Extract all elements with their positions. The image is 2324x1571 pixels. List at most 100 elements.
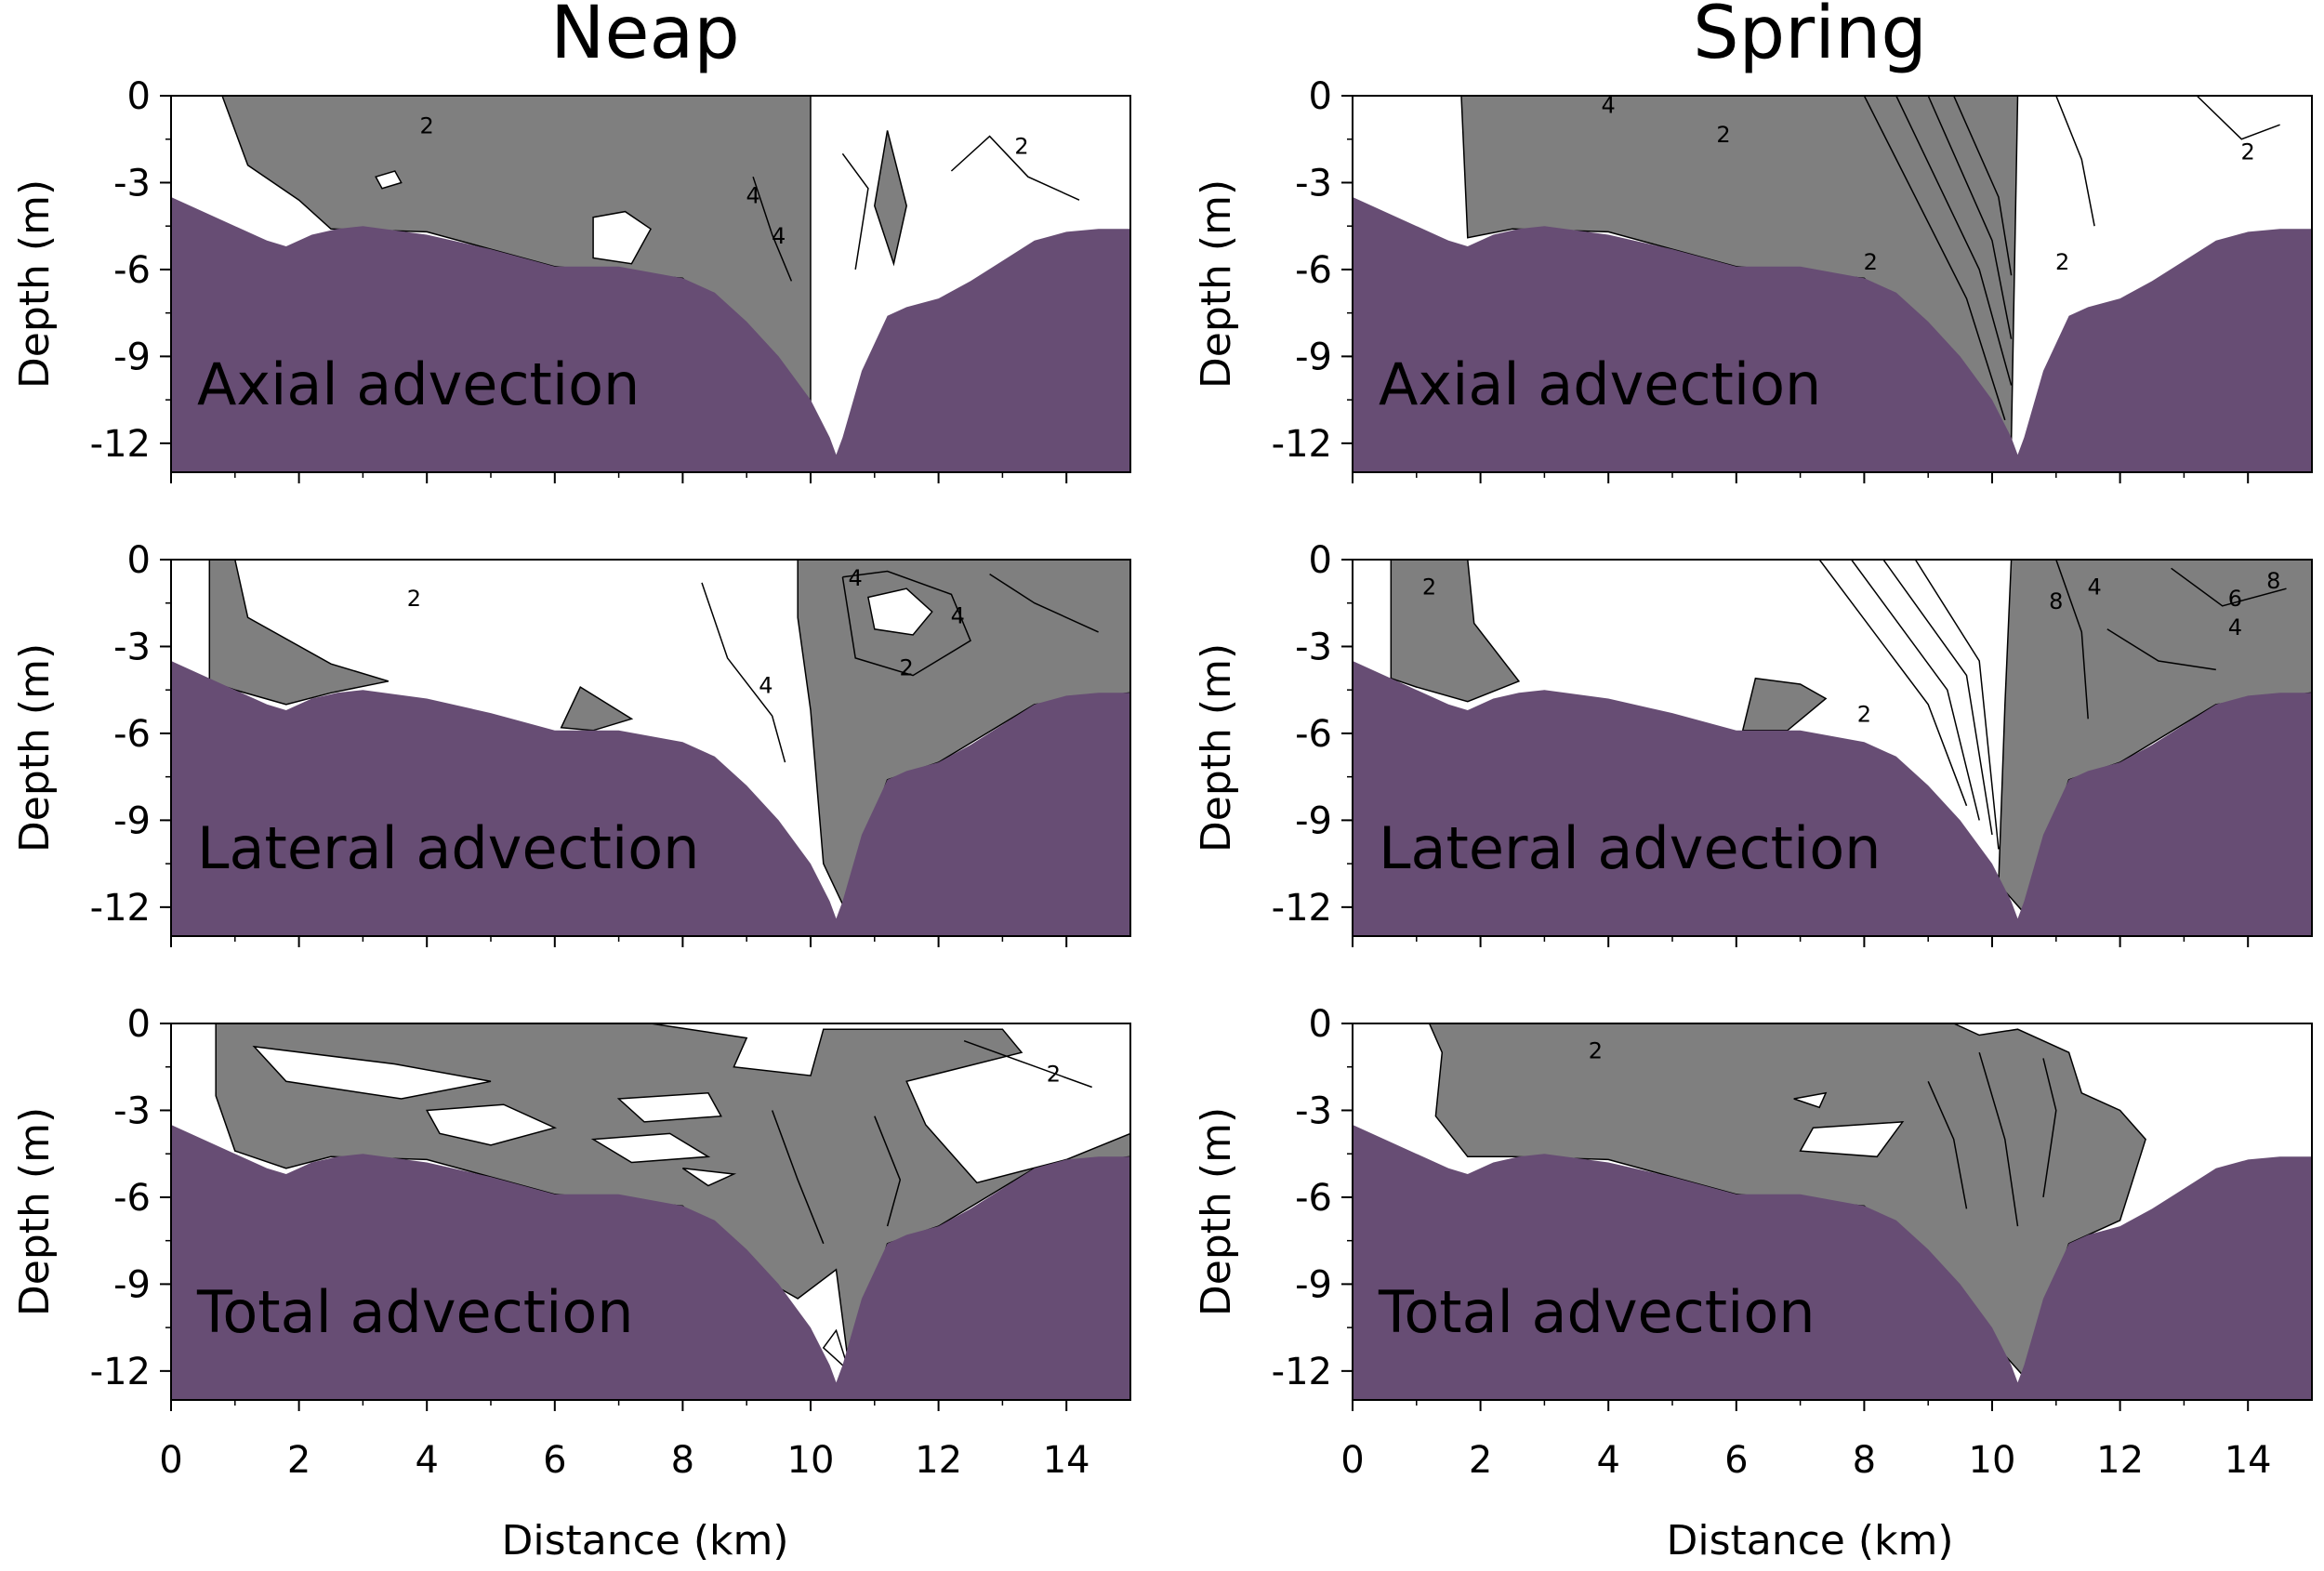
- x-tick-label: 14: [2225, 1439, 2272, 1482]
- contour-label: 4: [2087, 574, 2101, 600]
- y-axis-label: Depth (m): [11, 1107, 59, 1316]
- positive-region: [425, 1103, 558, 1146]
- x-tick-label: 2: [1469, 1439, 1492, 1482]
- positive-region: [375, 170, 403, 190]
- x-tick-label: 10: [787, 1439, 835, 1482]
- contour-line: [771, 1110, 825, 1245]
- contour-line: [2055, 560, 2089, 719]
- x-tick-label: 2: [287, 1439, 310, 1482]
- y-axis-label: Depth (m): [1193, 179, 1240, 389]
- plot-frame: [1352, 559, 2313, 937]
- contour-line: [1895, 96, 2013, 386]
- contour-label: 2: [1014, 133, 1028, 159]
- seabed: [1353, 197, 2312, 472]
- panel-label: Total advection: [1378, 1278, 1816, 1346]
- contour-label: 2: [2055, 249, 2069, 275]
- panel-label: Axial advection: [197, 350, 640, 418]
- contour-label: 4: [2228, 614, 2242, 640]
- x-axis-label-spring: Distance (km): [1666, 1517, 1953, 1564]
- y-tick-label: -3: [1295, 626, 1332, 668]
- contour-line: [1914, 560, 2000, 850]
- y-tick-label: -3: [1295, 1089, 1332, 1132]
- plot-frame: [170, 559, 1131, 937]
- contour-label: 2: [2241, 139, 2255, 165]
- contour-label: 2: [1047, 1061, 1061, 1087]
- positive-region: [252, 1045, 492, 1100]
- contour-line: [1850, 560, 1980, 821]
- x-tick-label: 8: [671, 1439, 694, 1482]
- contour-line: [841, 570, 971, 677]
- y-tick-label: -3: [113, 626, 151, 668]
- contour-label: 4: [772, 223, 786, 249]
- positive-region: [1793, 1091, 1828, 1109]
- plot-frame: [1352, 1023, 2313, 1401]
- contour-label: 2: [1422, 574, 1436, 600]
- y-tick-label: -12: [1272, 1351, 1332, 1393]
- positive-region: [822, 1328, 851, 1374]
- y-tick-label: -9: [113, 1263, 151, 1306]
- x-tick-label: 6: [543, 1439, 566, 1482]
- contour-label: 4: [759, 672, 772, 698]
- column-title-neap: Neap: [550, 0, 740, 75]
- y-tick-label: -12: [90, 1351, 151, 1393]
- y-tick-label: -3: [1295, 162, 1332, 205]
- contour-label: 4: [849, 565, 863, 591]
- x-tick-label: 4: [1596, 1439, 1619, 1482]
- contour-line: [1863, 96, 2006, 421]
- panel-spring-total-advection: 2 0 -3 -6 -9 -12 0 2 4 6 8 10 12 14 Depth (m) Total adv…: [1193, 1003, 2313, 1482]
- y-tick-label: -6: [1295, 713, 1332, 756]
- y-tick-label: -12: [1272, 423, 1332, 466]
- contour-line: [874, 1116, 902, 1227]
- contour-label: 4: [1602, 93, 1616, 119]
- contour-line: [989, 573, 1099, 633]
- panel-neap-total-advection: 2 0 -3 -6 -9 -12 0 2 4 6 8 10 12 14 Depth (m) Total adv…: [11, 1003, 1131, 1482]
- y-tick-label: -6: [1295, 249, 1332, 292]
- y-tick-label: 0: [1309, 539, 1332, 582]
- contour-line: [950, 135, 1080, 201]
- contour-label: 4: [951, 603, 965, 629]
- x-tick-label: 12: [915, 1439, 962, 1482]
- contour-line: [2042, 1058, 2057, 1198]
- y-tick-label: -12: [1272, 887, 1332, 930]
- y-tick-label: 0: [127, 1003, 151, 1046]
- positive-region: [867, 587, 933, 636]
- y-tick-label: -3: [113, 162, 151, 205]
- seabed: [171, 197, 1130, 472]
- x-axis-label-neap: Distance (km): [501, 1517, 788, 1564]
- x-tick-label: 4: [415, 1439, 438, 1482]
- contour-line: [2196, 96, 2280, 140]
- contour-label: 2: [1589, 1037, 1603, 1063]
- positive-region: [681, 1168, 737, 1187]
- contour-line: [701, 582, 786, 763]
- y-tick-label: -9: [1295, 336, 1332, 378]
- y-tick-label: 0: [1309, 75, 1332, 118]
- positive-region: [616, 1092, 722, 1123]
- y-tick-label: -6: [113, 1177, 151, 1220]
- negative-region: [1390, 560, 1521, 703]
- negative-region: [874, 130, 907, 267]
- contour-line: [1927, 1080, 1968, 1209]
- contour-label: 2: [900, 655, 914, 681]
- contour-line: [1953, 96, 2013, 276]
- seabed: [171, 661, 1130, 936]
- seabed: [171, 1125, 1130, 1400]
- y-tick-label: -3: [113, 1089, 151, 1132]
- contour-label: 8: [2266, 568, 2280, 594]
- x-tick-label: 8: [1853, 1439, 1876, 1482]
- y-tick-label: -12: [90, 887, 151, 930]
- plot-frame: [170, 1023, 1131, 1401]
- contour-line: [1818, 560, 1968, 807]
- panel-neap-axial-advection: 2 44 2 0 -3 -6 -9 -12 Depth (m) Axial advection: [11, 75, 1131, 483]
- contour-label: 2: [1716, 122, 1730, 148]
- contour-label: 4: [746, 182, 759, 208]
- y-tick-label: -6: [1295, 1177, 1332, 1220]
- contour-label: 2: [1857, 701, 1871, 727]
- panel-label: Lateral advection: [1379, 814, 1881, 882]
- y-tick-label: -12: [90, 423, 151, 466]
- contour-line: [2106, 628, 2216, 671]
- y-axis-label: Depth (m): [11, 179, 59, 389]
- panel-label: Axial advection: [1379, 350, 1821, 418]
- seabed: [1353, 1125, 2312, 1400]
